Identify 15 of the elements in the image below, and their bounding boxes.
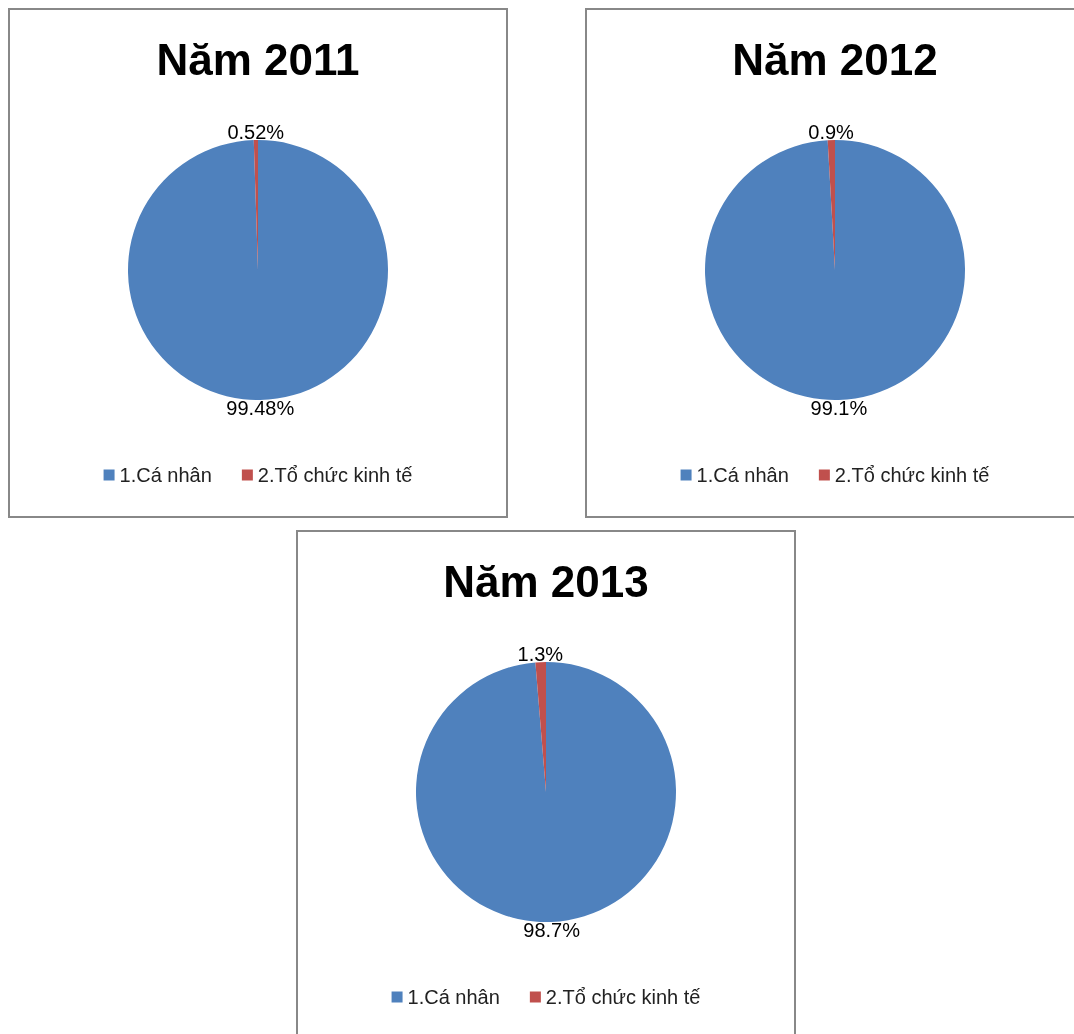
data-label: 1.3% [517,643,564,666]
legend-label: 1.Cá nhân [696,464,789,486]
legend-label: 2.Tổ chức kinh tế [834,464,990,486]
chart-title: Năm 2013 [443,556,649,606]
legend-label: 2.Tổ chức kinh tế [257,464,413,486]
legend-label: 2.Tổ chức kinh tế [545,986,701,1008]
data-label: 0.9% [808,121,855,144]
data-label: 0.52% [227,121,285,144]
chart-title: Năm 2011 [156,34,360,84]
data-label: 99.48% [226,396,295,419]
legend-label: 1.Cá nhân [119,464,212,486]
legend-label: 1.Cá nhân [407,986,500,1008]
chart-title: Năm 2012 [732,34,938,84]
data-label: 98.7% [523,918,581,941]
data-label: 99.1% [810,396,868,419]
